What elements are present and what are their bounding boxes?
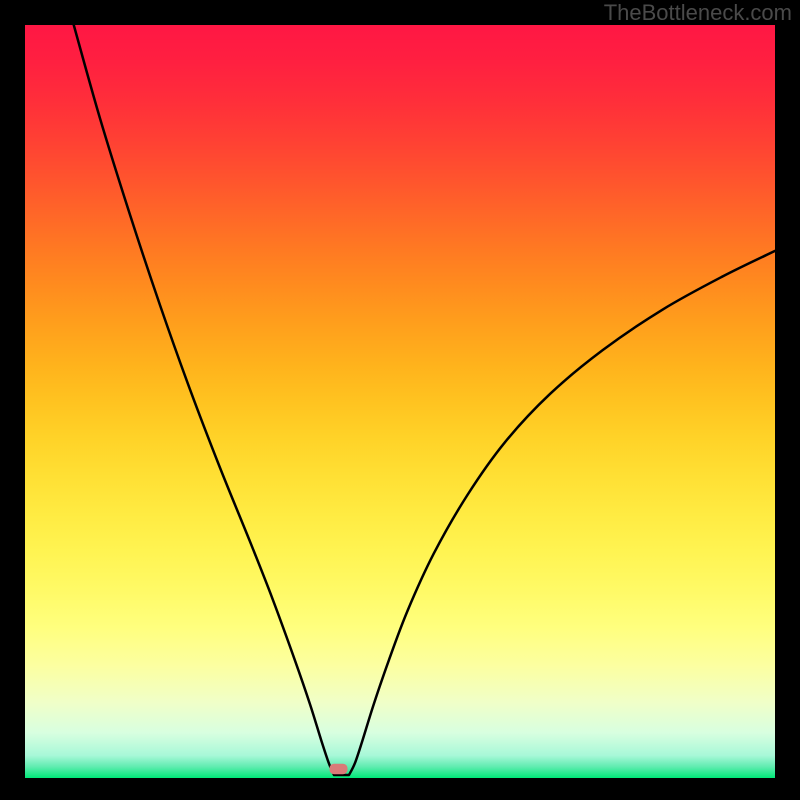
chart-container: TheBottleneck.com (0, 0, 800, 800)
watermark-text: TheBottleneck.com (604, 0, 792, 26)
gradient-background (25, 25, 775, 778)
minimum-marker (330, 764, 348, 775)
chart-svg (0, 0, 800, 800)
